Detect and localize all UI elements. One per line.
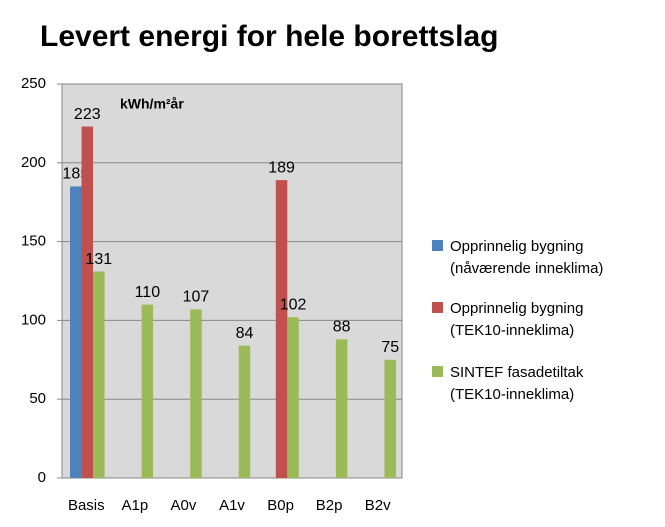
plot-area [61, 83, 403, 479]
unit-label: kWh/m²år [120, 96, 184, 112]
bar [70, 186, 82, 478]
legend-swatch [432, 302, 443, 313]
value-label: 223 [74, 106, 101, 123]
x-tick-label: A1p [122, 497, 149, 514]
value-label: 189 [268, 159, 295, 176]
legend-entry: Opprinnelig bygning (TEK10-inneklima) [432, 298, 612, 342]
value-label: 75 [381, 339, 399, 356]
value-label: 131 [85, 251, 112, 268]
bar [384, 359, 396, 478]
bar [238, 345, 251, 478]
y-tick-label: 50 [29, 390, 46, 407]
bar [81, 126, 94, 478]
legend-label: SINTEF fasadetiltak (TEK10-inneklima) [450, 364, 584, 403]
y-tick-label: 150 [21, 233, 46, 250]
bar [275, 180, 288, 479]
bar [190, 309, 202, 478]
legend-swatch [432, 240, 443, 251]
value-label: 102 [280, 296, 307, 313]
x-tick-label: Basis [68, 497, 105, 514]
x-tick-label: A1v [219, 497, 245, 514]
legend-entry: Opprinnelig bygning (nåværende inneklima… [432, 236, 612, 280]
bar [141, 304, 154, 478]
bar [287, 317, 299, 478]
chart-title: Levert energi for hele borettslag [40, 20, 498, 53]
legend-swatch [432, 366, 443, 377]
legend-entry: SINTEF fasadetiltak (TEK10-inneklima) [432, 362, 612, 406]
value-label: 110 [135, 284, 161, 301]
x-tick-label: B2v [365, 497, 391, 514]
bar [93, 271, 105, 478]
legend-label: Opprinnelig bygning (nåværende inneklima… [450, 238, 604, 277]
value-label: 84 [236, 325, 254, 342]
x-tick-label: A0v [170, 497, 196, 514]
y-tick-label: 0 [38, 469, 46, 486]
y-tick-label: 250 [21, 75, 46, 92]
bar [335, 339, 348, 478]
legend-label: Opprinnelig bygning (TEK10-inneklima) [450, 300, 584, 339]
y-tick-label: 100 [21, 311, 46, 328]
value-label: 107 [183, 289, 210, 306]
x-tick-label: B2p [316, 497, 343, 514]
value-label: 88 [333, 319, 351, 336]
x-tick-label: B0p [267, 497, 294, 514]
y-tick-label: 200 [21, 154, 46, 171]
